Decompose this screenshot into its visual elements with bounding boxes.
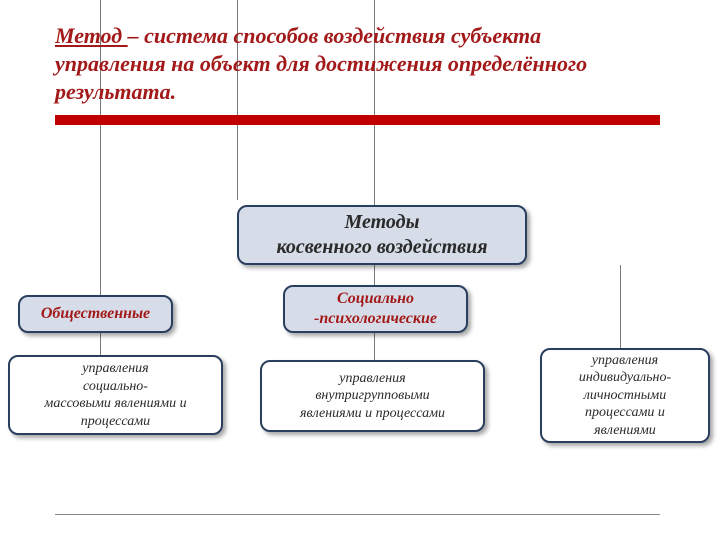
title-rest: – система способов воздействия субъекта …	[55, 23, 587, 104]
leaf3-l5: явлениями	[594, 422, 656, 440]
node-main-line2: косвенного воздействия	[276, 235, 487, 260]
leaf1-l3: массовыми явлениями и	[44, 395, 186, 413]
node-main-line1: Методы	[345, 210, 420, 235]
node-cat2-line1: Социально	[337, 289, 414, 309]
node-leaf-individual: управления индивидуально- личностными пр…	[540, 348, 710, 443]
node-cat2-line2: -психологические	[314, 309, 437, 329]
connector-line	[100, 125, 101, 380]
leaf1-l1: управления	[82, 360, 148, 378]
leaf2-l3: явлениями и процессами	[300, 405, 445, 423]
node-cat1-text: Общественные	[41, 304, 150, 324]
node-leaf-intragroup: управления внутригрупповыми явлениями и …	[260, 360, 485, 432]
connector-line	[237, 125, 238, 200]
leaf3-l4: процессами и	[585, 404, 665, 422]
page-title: Метод – система способов воздействия суб…	[55, 22, 655, 106]
leaf3-l2: индивидуально-	[579, 369, 671, 387]
leaf1-l4: процессами	[81, 413, 150, 431]
node-leaf-social-mass: управления социально- массовыми явлениям…	[8, 355, 223, 435]
node-main-methods: Методы косвенного воздействия	[237, 205, 527, 265]
node-category-social-psych: Социально -психологические	[283, 285, 468, 333]
footer-rule	[55, 514, 660, 515]
leaf2-l2: внутригрупповыми	[315, 387, 429, 405]
leaf3-l3: личностными	[584, 387, 666, 405]
accent-bar	[55, 115, 660, 125]
node-category-public: Общественные	[18, 295, 173, 333]
leaf1-l2: социально-	[83, 378, 148, 396]
leaf2-l1: управления	[339, 370, 405, 388]
leaf3-l1: управления	[592, 352, 658, 370]
title-term: Метод	[55, 23, 128, 48]
